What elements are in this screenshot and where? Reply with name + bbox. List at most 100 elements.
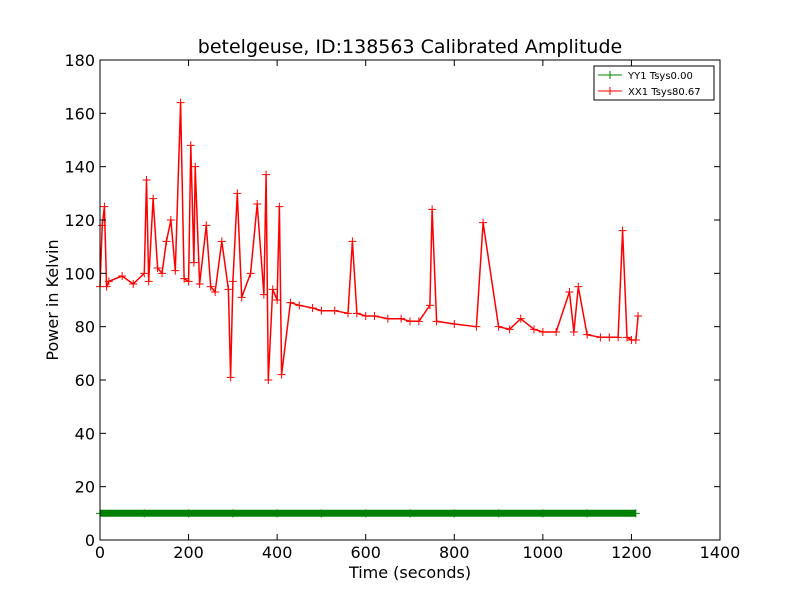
data-point: [184, 509, 193, 518]
y-axis-label: Power in Kelvin: [43, 239, 62, 360]
data-point: [552, 328, 561, 336]
y-tick-label: 180: [64, 51, 95, 70]
data-point: [206, 282, 215, 291]
data-point: [140, 509, 149, 518]
data-point: [176, 98, 185, 107]
data-point: [344, 309, 352, 318]
data-point: [428, 205, 437, 214]
data-point: [317, 509, 326, 518]
data-point: [330, 306, 339, 315]
data-point: [361, 509, 370, 518]
data-point: [189, 258, 198, 267]
data-point: [233, 189, 242, 198]
data-point: [228, 277, 237, 286]
x-tick-label: 1200: [611, 543, 652, 562]
data-point: [295, 301, 304, 310]
y-tick-label: 40: [75, 424, 95, 443]
data-point: [186, 141, 195, 150]
data-point: [286, 298, 295, 307]
data-point: [228, 509, 237, 518]
data-point: [450, 509, 459, 518]
data-point: [149, 194, 158, 203]
x-axis-label: Time (seconds): [348, 563, 471, 582]
data-point: [583, 509, 592, 518]
data-point: [140, 269, 149, 278]
x-tick-label: 0: [95, 543, 105, 562]
data-point: [472, 322, 481, 331]
legend-box: [593, 65, 715, 101]
y-tick-label: 20: [75, 478, 95, 497]
data-point: [237, 293, 246, 302]
data-point: [171, 266, 180, 275]
data-point: [144, 277, 153, 286]
data-point: [605, 333, 614, 342]
data-point: [623, 333, 631, 342]
y-tick-label: 100: [64, 264, 95, 283]
data-point: [118, 272, 127, 280]
data-point: [450, 320, 459, 328]
x-tick-label: 600: [350, 543, 381, 562]
data-point: [104, 277, 113, 286]
data-point: [479, 218, 488, 227]
data-point: [631, 509, 640, 518]
series-0: [96, 509, 640, 518]
data-point: [142, 176, 151, 184]
series-1: [96, 98, 643, 384]
data-point: [317, 306, 326, 315]
plot-frame: [99, 59, 721, 541]
data-point: [202, 221, 211, 230]
data-point: [273, 509, 282, 518]
data-point: [634, 312, 643, 320]
data-point: [383, 314, 392, 323]
data-point: [180, 274, 189, 283]
data-point: [494, 509, 503, 518]
data-point: [191, 162, 200, 171]
x-tick-label: 200: [173, 543, 204, 562]
y-tick-label: 140: [64, 158, 95, 177]
data-point: [574, 282, 583, 291]
data-point: [618, 226, 627, 235]
data-point: [348, 237, 357, 246]
data-point: [153, 264, 162, 272]
x-tick-label: 800: [439, 543, 470, 562]
data-point: [406, 509, 414, 518]
data-point: [253, 200, 262, 208]
data-point: [275, 202, 284, 211]
data-point: [262, 170, 271, 179]
data-point: [158, 269, 166, 278]
data-point: [583, 330, 592, 339]
data-point: [184, 277, 193, 286]
legend-label: YY1 Tsys0.00: [627, 71, 693, 82]
data-point: [596, 333, 605, 342]
data-point: [217, 237, 226, 246]
legend-marker: [606, 71, 614, 79]
y-tick-label: 120: [64, 211, 95, 230]
data-point: [397, 314, 406, 323]
y-tick-label: 80: [75, 318, 95, 337]
data-point: [226, 373, 235, 382]
data-point: [414, 317, 423, 326]
data-point: [516, 314, 525, 323]
chart-title: betelgeuse, ID:138563 Calibrated Amplitu…: [198, 36, 622, 58]
data-point: [538, 509, 547, 518]
data-point: [246, 269, 255, 278]
data-point: [100, 202, 109, 211]
data-point: [102, 282, 111, 291]
data-point: [277, 370, 286, 379]
data-point: [273, 296, 282, 304]
data-point: [195, 280, 204, 288]
data-point: [224, 285, 233, 294]
legend: YY1 Tsys0.00 XX1 Tsys80.67: [593, 65, 715, 101]
data-point: [361, 312, 370, 320]
data-point: [162, 237, 171, 246]
data-point: [129, 280, 138, 288]
legend-label: XX1 Tsys80.67: [628, 87, 701, 98]
y-tick-label: 160: [64, 104, 95, 123]
data-point: [352, 309, 361, 318]
data-point: [631, 336, 640, 344]
data-point: [406, 317, 414, 326]
data-point: [494, 322, 503, 331]
data-point: [614, 333, 623, 342]
data-point: [268, 285, 277, 294]
